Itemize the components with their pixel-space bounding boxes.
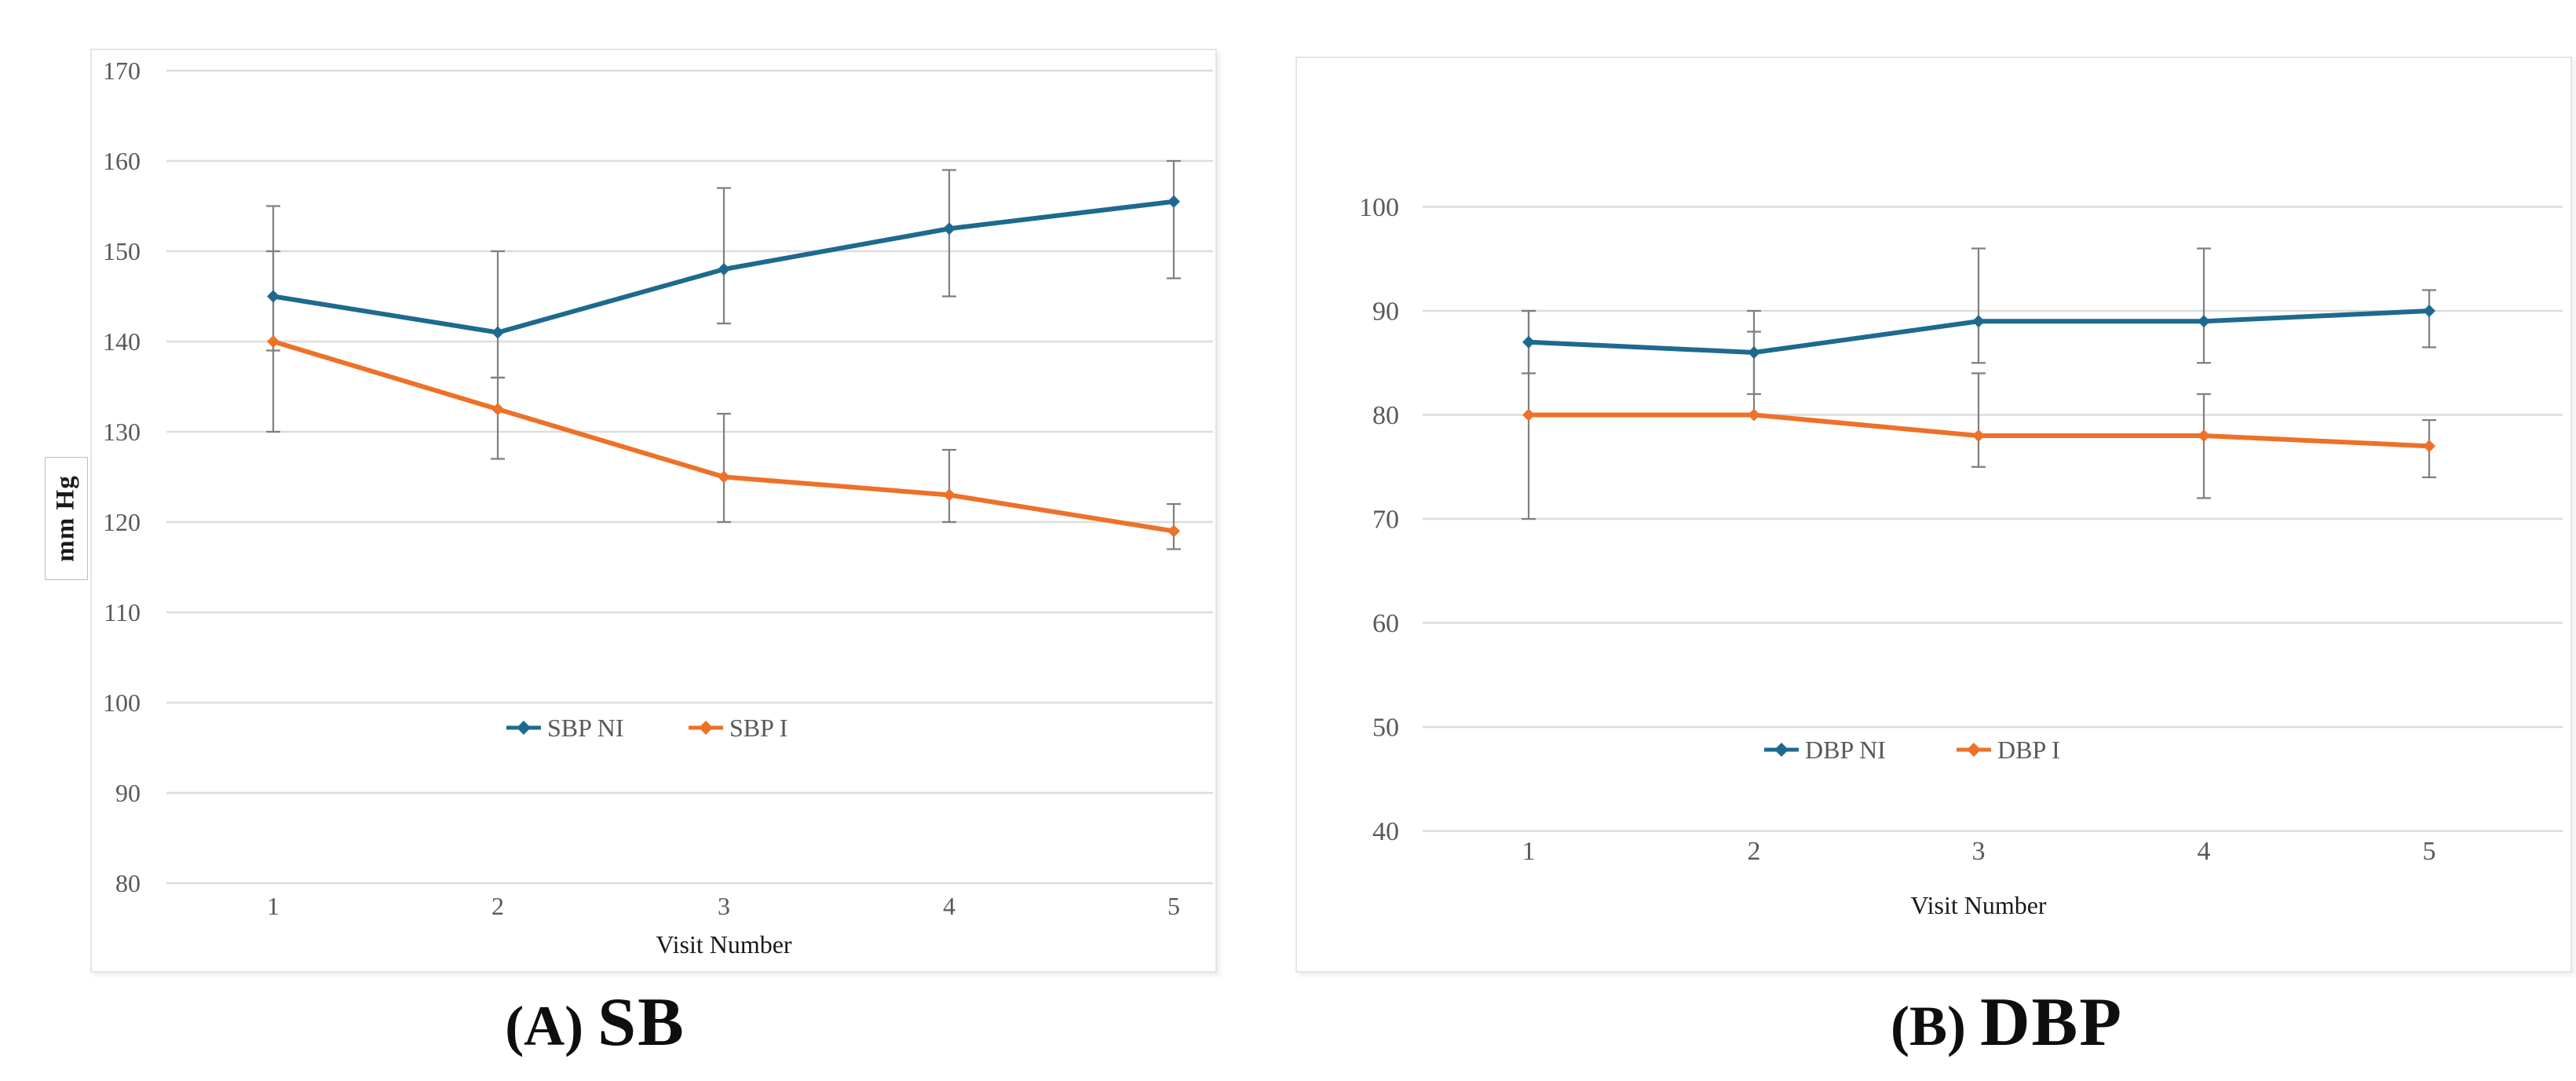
legend-label: DBP I [1997,736,2060,764]
legend-label: SBP I [729,714,787,742]
legend: SBP NI SBP I [506,714,787,742]
legend-marker-icon [699,721,713,735]
legend-label: SBP NI [547,714,624,742]
legend-item-dbp-i: DBP I [1957,736,2060,764]
legend-marker-icon [1967,743,1981,757]
y-tick-label: 100 [1359,193,1399,222]
gridlines [166,69,1213,885]
caption-b-prefix: (B) [1891,995,1966,1057]
gridlines [1423,206,2563,832]
y-tick-label: 50 [1372,714,1399,743]
y-axis-tick-labels: 100 90 80 70 60 50 40 [1359,193,1399,846]
x-tick-label: 5 [1167,892,1180,920]
y-tick-label: 170 [103,57,141,85]
sbp-line-chart: 170 160 150 140 130 120 110 100 90 80 1 2 3 4 5 Visit N… [103,57,1213,959]
legend-marker-icon [517,721,531,735]
y-tick-label: 150 [103,237,141,265]
x-tick-label: 3 [718,892,730,920]
y-axis-tick-labels: 170 160 150 140 130 120 110 100 90 80 [103,57,141,897]
y-tick-label: 100 [103,688,141,717]
panel-b-dbp-chart: 100 90 80 70 60 50 40 1 2 3 4 5 Visit Number DBP NI DB… [1295,57,2572,973]
legend: DBP NI DBP I [1764,736,2060,764]
x-axis-title: Visit Number [1910,891,2047,919]
series-markers-dbp-i [1522,408,2435,453]
x-tick-label: 2 [491,892,504,920]
y-tick-label: 80 [115,869,141,897]
y-tick-label: 90 [115,779,141,807]
series-markers-sbp-ni [267,195,1180,339]
x-tick-label: 1 [1522,837,1536,866]
y-tick-label: 160 [103,147,141,175]
y-tick-label: 40 [1372,817,1399,846]
panel-a-sbp-chart: 170 160 150 140 130 120 110 100 90 80 1 2 3 4 5 Visit N… [90,49,1217,973]
x-tick-label: 3 [1972,837,1986,866]
caption-a-label: SB [597,984,685,1061]
legend-marker-icon [1774,743,1789,757]
caption-b-label: DBP [1979,984,2123,1061]
legend-item-sbp-i: SBP I [689,714,787,742]
x-axis-tick-labels: 1 2 3 4 5 [267,892,1180,920]
y-tick-label: 130 [103,418,141,446]
y-axis-title-box: mm Hg [45,457,88,580]
legend-item-dbp-ni: DBP NI [1764,736,1886,764]
x-axis-title: Visit Number [656,930,792,959]
legend-item-sbp-ni: SBP NI [506,714,624,742]
y-axis-title: mm Hg [52,475,80,562]
x-tick-label: 2 [1748,837,1761,866]
y-tick-label: 60 [1372,609,1399,638]
series-markers-sbp-i [267,335,1180,538]
caption-panel-b: (B) DBP [1891,983,2123,1062]
y-tick-label: 140 [103,327,141,356]
y-tick-label: 120 [103,508,141,536]
x-tick-label: 4 [943,892,955,920]
series-markers-dbp-ni [1522,305,2435,359]
caption-panel-a: (A) SB [505,983,685,1062]
y-tick-label: 90 [1372,298,1399,327]
y-tick-label: 70 [1372,506,1399,535]
y-tick-label: 80 [1372,401,1399,430]
x-tick-label: 1 [267,892,280,920]
x-tick-label: 4 [2198,837,2211,866]
legend-label: DBP NI [1805,736,1886,764]
caption-a-prefix: (A) [505,995,584,1057]
y-tick-label: 110 [104,598,141,626]
x-axis-tick-labels: 1 2 3 4 5 [1522,837,2436,866]
x-tick-label: 5 [2423,837,2436,866]
